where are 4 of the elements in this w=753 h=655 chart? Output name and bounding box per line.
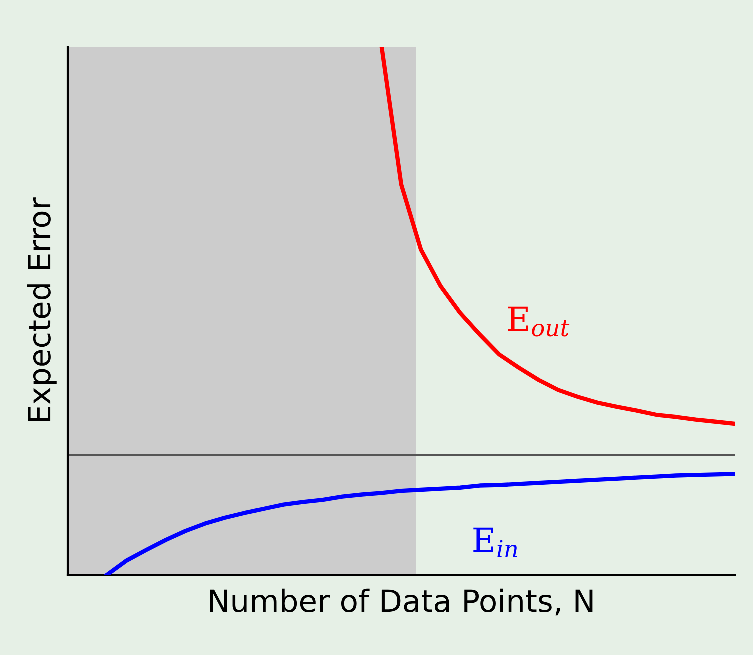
series-label: E$_{out}$ — [508, 306, 570, 337]
x-axis-title: Number of Data Points, N — [210, 588, 593, 616]
y-axis-title: Expected Error — [27, 198, 57, 422]
series-label: E$_{in}$ — [474, 528, 518, 558]
